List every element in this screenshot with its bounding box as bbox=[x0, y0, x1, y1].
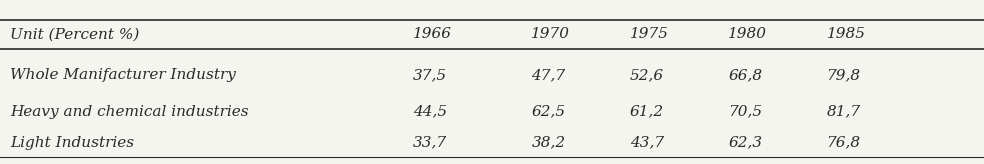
Text: 1975: 1975 bbox=[630, 27, 669, 41]
Text: Heavy and chemical industries: Heavy and chemical industries bbox=[10, 104, 249, 119]
Text: 1985: 1985 bbox=[827, 27, 866, 41]
Text: 1980: 1980 bbox=[728, 27, 768, 41]
Text: 44,5: 44,5 bbox=[413, 104, 448, 119]
Text: 38,2: 38,2 bbox=[531, 136, 566, 150]
Text: 76,8: 76,8 bbox=[827, 136, 861, 150]
Text: 47,7: 47,7 bbox=[531, 68, 566, 82]
Text: 61,2: 61,2 bbox=[630, 104, 664, 119]
Text: 1966: 1966 bbox=[413, 27, 453, 41]
Text: 79,8: 79,8 bbox=[827, 68, 861, 82]
Text: 66,8: 66,8 bbox=[728, 68, 763, 82]
Text: 62,5: 62,5 bbox=[531, 104, 566, 119]
Text: 52,6: 52,6 bbox=[630, 68, 664, 82]
Text: 70,5: 70,5 bbox=[728, 104, 763, 119]
Text: 37,5: 37,5 bbox=[413, 68, 448, 82]
Text: Whole Manifacturer Industry: Whole Manifacturer Industry bbox=[10, 68, 236, 82]
Text: 33,7: 33,7 bbox=[413, 136, 448, 150]
Text: 62,3: 62,3 bbox=[728, 136, 763, 150]
Text: 1970: 1970 bbox=[531, 27, 571, 41]
Text: 81,7: 81,7 bbox=[827, 104, 861, 119]
Text: Light Industries: Light Industries bbox=[10, 136, 134, 150]
Text: Unit (Percent %): Unit (Percent %) bbox=[10, 27, 139, 41]
Text: 43,7: 43,7 bbox=[630, 136, 664, 150]
